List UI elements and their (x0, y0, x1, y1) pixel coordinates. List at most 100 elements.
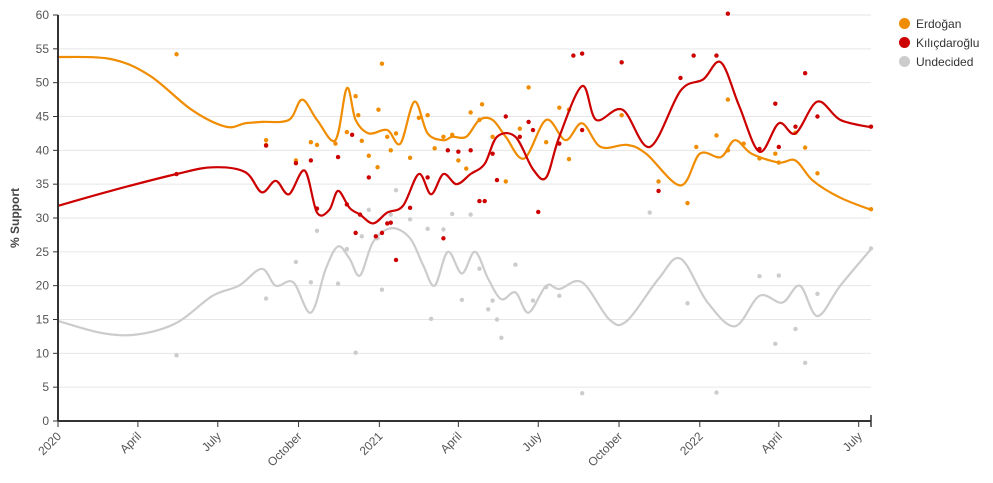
axes: 0 5 10 15 20 25 30 35 40 45 50 55 60 2020 April July Oct… (35, 8, 872, 469)
data-point (802, 145, 808, 150)
data-point (359, 234, 364, 239)
data-point (464, 166, 469, 171)
data-point (656, 188, 661, 194)
data-point (333, 141, 338, 146)
legend-label: Kılıçdaroğlu (916, 35, 980, 50)
data-point (416, 115, 422, 121)
data-point (503, 179, 508, 184)
legend-item[interactable]: Undecided (899, 52, 979, 71)
data-point (517, 126, 523, 131)
legend-swatch (899, 56, 910, 67)
data-point (407, 205, 413, 211)
data-point (773, 151, 778, 156)
series-layer (57, 11, 874, 396)
y-tick-label: 15 (36, 313, 50, 327)
data-point (393, 188, 399, 193)
data-point (388, 148, 393, 153)
legend-item[interactable]: Erdoğan (899, 14, 979, 33)
data-point (526, 85, 531, 90)
data-point (725, 97, 731, 102)
data-point (349, 132, 355, 137)
data-point (647, 210, 652, 215)
y-tick-label: 10 (36, 346, 50, 360)
trend-line-kilicdaroglu (57, 60, 872, 225)
x-tick-label: 2020 (35, 429, 64, 458)
data-point (773, 341, 778, 347)
data-point (428, 316, 434, 322)
trend-line-erdogan (57, 55, 872, 211)
data-point (425, 226, 430, 232)
data-point (388, 212, 393, 217)
data-point (694, 144, 699, 150)
data-point (815, 114, 820, 119)
series-erdogan (57, 52, 874, 212)
x-tick-label: April (117, 429, 144, 456)
data-point (793, 326, 798, 332)
data-point (714, 53, 719, 58)
data-point (359, 138, 364, 144)
data-point (571, 53, 576, 58)
data-point (366, 153, 372, 158)
data-point (366, 207, 372, 213)
data-point (308, 158, 314, 163)
data-point (503, 114, 508, 119)
data-point (407, 217, 413, 222)
data-point (344, 246, 350, 252)
series-undecided (57, 188, 874, 396)
y-tick-label: 30 (36, 211, 50, 225)
data-point (373, 234, 379, 239)
data-point (579, 391, 585, 396)
data-point (543, 140, 549, 145)
data-point (468, 212, 473, 217)
data-point (619, 60, 624, 65)
data-point (691, 53, 696, 58)
data-point (263, 296, 269, 301)
data-point (441, 227, 446, 232)
legend-label: Erdoğan (916, 16, 962, 31)
data-point (494, 317, 500, 322)
data-point (566, 156, 572, 162)
data-point (263, 137, 269, 143)
data-point (776, 144, 782, 150)
data-point (335, 281, 341, 286)
data-point (815, 171, 820, 176)
data-point (293, 259, 299, 265)
x-tick-label: April (758, 429, 785, 456)
data-point (714, 133, 719, 138)
y-tick-label: 5 (42, 380, 49, 394)
y-tick-label: 45 (36, 110, 50, 124)
data-point (353, 94, 358, 99)
data-point (441, 236, 446, 241)
legend-swatch (899, 18, 910, 29)
data-point (375, 165, 380, 170)
y-tick-label: 25 (36, 245, 50, 259)
legend-swatch (899, 37, 910, 48)
data-point (685, 301, 690, 306)
data-point (379, 287, 385, 292)
series-kilicdaroglu (57, 11, 874, 263)
data-point (393, 131, 399, 136)
data-point (468, 110, 473, 115)
data-point (776, 273, 782, 278)
data-point (308, 280, 314, 285)
data-point (379, 61, 385, 66)
data-point (293, 160, 299, 166)
data-point (432, 146, 437, 151)
data-point (490, 298, 495, 303)
legend-item[interactable]: Kılıçdaroğlu (899, 33, 979, 52)
data-point (353, 350, 358, 355)
data-point (477, 266, 482, 271)
x-tick-label: 2021 (357, 429, 386, 458)
x-tick-label: July (519, 429, 544, 454)
data-point (815, 291, 820, 296)
data-point (456, 149, 461, 154)
data-point (579, 127, 585, 133)
x-tick-label: July (840, 429, 865, 454)
data-point (379, 230, 385, 236)
y-tick-label: 35 (36, 177, 50, 191)
data-point (366, 175, 372, 180)
y-tick-label: 60 (36, 8, 50, 22)
data-point (490, 151, 495, 156)
y-tick-label: 0 (42, 414, 49, 428)
